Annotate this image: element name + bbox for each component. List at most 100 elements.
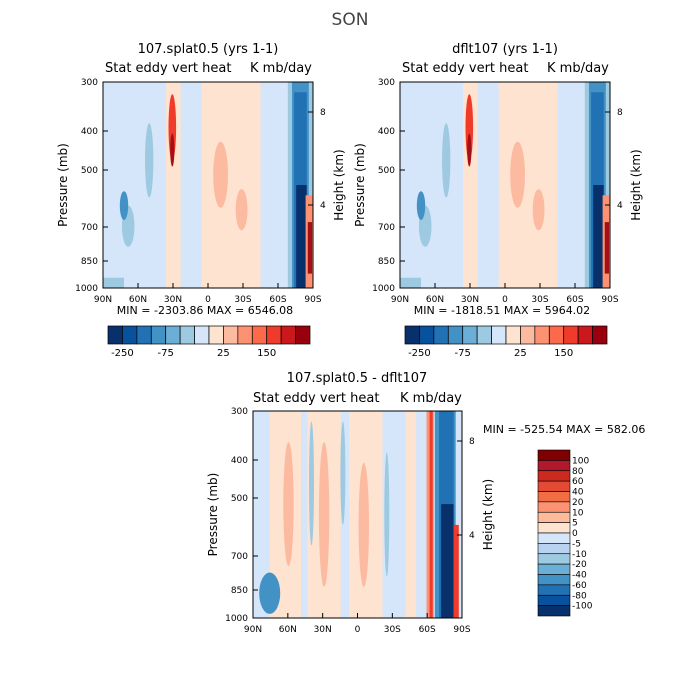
negative-blob-60n [145, 123, 154, 198]
panel3-colorbar-box [537, 522, 571, 534]
panel1-colorbar-box [136, 325, 152, 345]
panel3-ytick-label: 700 [231, 552, 248, 562]
panel2-colorbar-box [505, 325, 521, 345]
panel3-colorbar-box [537, 584, 571, 596]
panel1-colorbar-box [165, 325, 181, 345]
panel2-ytick-label: 300 [378, 78, 395, 88]
panel2-xtick-label: 60N [426, 295, 444, 305]
panel1-ylabel-right: Height (km) [332, 149, 346, 220]
panel2-colorbar-label: 25 [514, 348, 527, 359]
panel2-colorbar-label: -250 [408, 348, 431, 359]
panel3-colorbar-box [537, 532, 571, 544]
panel1-colorbar-box [150, 325, 167, 345]
panel1-xtick-label: 90S [304, 295, 321, 305]
band-positive-60s [405, 411, 417, 618]
negative-blob-surface-80n [259, 572, 281, 614]
panel1-xtick-label: 60S [269, 295, 286, 305]
panel2-ytick-label: 500 [378, 166, 395, 176]
panel2-ytick-label: 700 [378, 223, 395, 233]
panel3-colorbar-label: -100 [572, 602, 593, 612]
panel3-colorbar-label: -40 [572, 571, 587, 581]
positive-streak-5s [358, 462, 369, 587]
panel1-colorbar-label: 25 [217, 348, 230, 359]
panel2-colorbar-box [476, 325, 492, 345]
panel1-xtick-label: 90N [94, 295, 112, 305]
panel1-min-max: MIN = -2303.86 MAX = 6546.08 [116, 304, 294, 317]
panel1-colorbar-label: 150 [257, 348, 276, 359]
panel1-colorbar-box [194, 325, 210, 345]
panel3-colorbar-label: 80 [572, 467, 584, 477]
panel3-xtick-label: 90N [244, 625, 262, 635]
panel2-ytick-label: 400 [378, 127, 395, 137]
polar-maximum [307, 222, 312, 274]
panel3-ylabel-right: Height (km) [481, 479, 495, 550]
panel3-ytick-label: 1000 [225, 614, 248, 624]
panel3-colorbar-label: -60 [572, 581, 587, 591]
max-midlat-core [170, 133, 175, 167]
panel1-subtitle-left: Stat eddy vert heat [105, 61, 232, 76]
negative-min-surface [441, 504, 454, 618]
panel2-ylabel: Pressure (mb) [353, 143, 367, 227]
panel3-colorbar-box [537, 543, 571, 555]
panel1-colorbar-box [107, 325, 123, 345]
positive-streak-65n [283, 442, 294, 567]
panel1-colorbar-box [251, 325, 268, 345]
negative-blob-75n [119, 191, 129, 221]
panel2-colorbar-box [462, 325, 478, 345]
panel1-height-tick-label: 4 [320, 201, 326, 211]
polar-minimum [296, 185, 307, 288]
panel3-xtick-label: 30S [384, 625, 401, 635]
negative-streak-45n [309, 421, 314, 546]
panel2-ylabel-right: Height (km) [629, 149, 643, 220]
panel1-height-tick-label: 8 [320, 108, 326, 118]
panel3-colorbar-label: 60 [572, 477, 584, 487]
panel3-colorbar-box [537, 449, 571, 461]
panel1-ytick-label: 500 [81, 166, 98, 176]
panel2-xtick-label: 90S [601, 295, 618, 305]
panel2-colorbar-box [491, 325, 507, 345]
panel1-colorbar-box [208, 325, 224, 345]
panel3-colorbar-box [537, 511, 571, 523]
positive-blob-tropics [510, 141, 525, 208]
panel2-colorbar-box [563, 325, 579, 345]
panel3-colorbar-label: -10 [572, 550, 587, 560]
panel3-min-max: MIN = -525.54 MAX = 582.06 [483, 423, 646, 436]
panel2-colorbar-box [520, 325, 536, 345]
panel1-colorbar-label: -75 [158, 348, 174, 359]
panel1-title: 107.splat0.5 (yrs 1-1) [137, 42, 279, 57]
panel1-colorbar-box [280, 325, 296, 345]
panel2-xtick-label: 90N [391, 295, 409, 305]
negative-blob-75n [416, 191, 426, 221]
panel3-colorbar-box [537, 553, 571, 565]
panel2-contour-field [400, 82, 610, 288]
panel3-colorbar-label: 0 [572, 529, 578, 539]
season-title: SON [331, 10, 369, 30]
negative-surface-90n [400, 277, 421, 288]
negative-streak-25s [384, 452, 390, 577]
band-positive-tropics [498, 82, 558, 288]
panel2-subtitle-left: Stat eddy vert heat [402, 61, 529, 76]
positive-blob-tropics [213, 141, 229, 208]
panel3-colorbar-label: 40 [572, 488, 584, 498]
panel2-ytick-label: 1000 [372, 284, 395, 294]
panel2-colorbar-box [404, 325, 420, 345]
panel3-colorbar-box [537, 460, 571, 472]
panel2-colorbar-box [577, 325, 593, 345]
panel3-ytick-label: 500 [231, 494, 248, 504]
polar-minimum [593, 185, 604, 288]
panel2-height-tick-label: 4 [617, 201, 623, 211]
panel3-colorbar-box [537, 491, 571, 503]
max-midlat-core [467, 133, 472, 167]
panel3-contour-field [253, 411, 462, 619]
negative-blob-60n [442, 123, 451, 198]
panel1-colorbar-box [179, 325, 195, 345]
panel1-colorbar-box [237, 325, 253, 345]
panel2-colorbar-box [433, 325, 449, 345]
panel3-title: 107.splat0.5 - dflt107 [286, 371, 428, 386]
panel1-colorbar-box [266, 325, 282, 345]
polar-maximum [604, 222, 609, 274]
panel2-colorbar-box [534, 325, 550, 345]
panel2-min-max: MIN = -1818.51 MAX = 5964.02 [413, 304, 591, 317]
panel3-height-tick-label: 4 [469, 531, 475, 541]
